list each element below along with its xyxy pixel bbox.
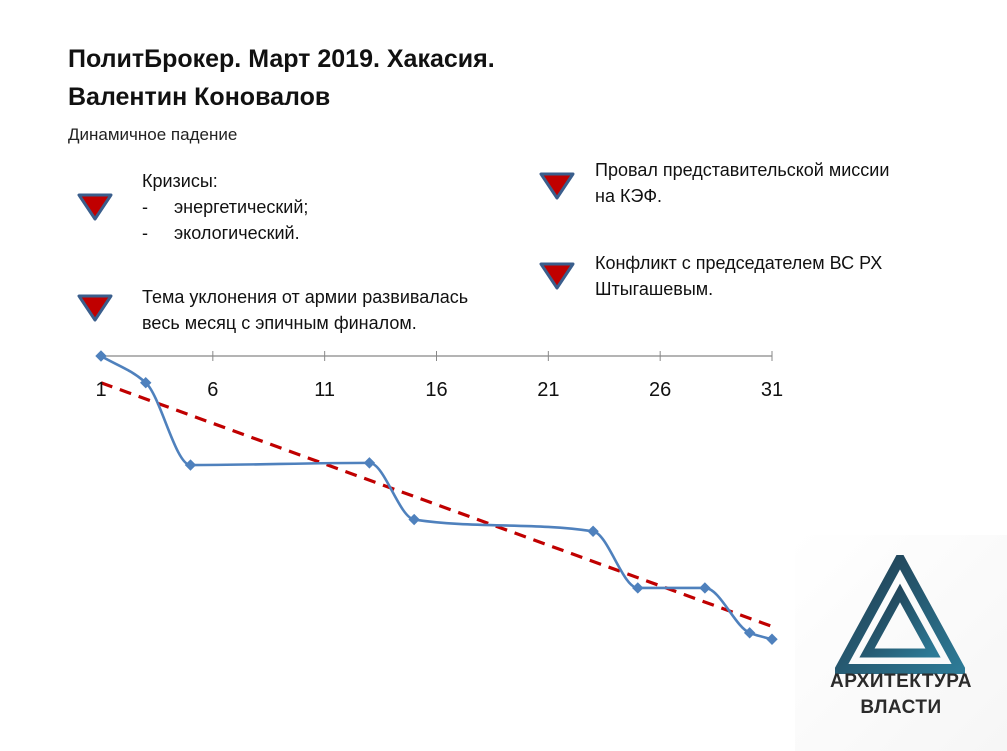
note-army-line-2: весь месяц с эпичным финалом. xyxy=(142,313,417,333)
data-point xyxy=(95,350,107,362)
data-point xyxy=(699,582,711,594)
note-army-line-1: Тема уклонения от армии развивалась xyxy=(142,287,469,307)
note-army: Тема уклонения от армии развивалась весь… xyxy=(142,284,468,336)
x-tick-label: 26 xyxy=(649,379,671,401)
note-crises-heading: Кризисы: xyxy=(142,171,218,191)
red-down-triangle-icon xyxy=(77,193,113,221)
title-line-2: Валентин Коновалов xyxy=(68,83,331,111)
trend-line xyxy=(100,381,773,628)
note-crises: Кризисы: - энергетический; - экологическ… xyxy=(142,168,308,246)
data-point xyxy=(363,457,376,469)
data-point xyxy=(587,525,599,537)
x-tick-label: 1 xyxy=(95,379,106,401)
x-tick-label: 11 xyxy=(314,379,335,401)
list-item: энергетический; xyxy=(174,197,309,217)
x-tick-label: 31 xyxy=(761,379,783,401)
red-down-triangle-icon xyxy=(539,172,575,200)
logo-text-line-2: ВЛАСТИ xyxy=(860,697,942,718)
data-point xyxy=(408,513,420,526)
red-down-triangle-icon xyxy=(77,294,113,322)
list-item: экологический. xyxy=(174,223,300,243)
page-title: ПолитБрокер. Март 2019. Хакасия. Валенти… xyxy=(68,40,495,116)
x-tick-label: 16 xyxy=(425,379,447,401)
x-tick-label: 21 xyxy=(537,379,559,401)
data-point xyxy=(632,582,644,594)
data-point xyxy=(743,627,756,639)
note-kef-line-2: на КЭФ. xyxy=(595,186,663,206)
x-tick-label: 6 xyxy=(207,379,218,401)
note-kef: Провал представительской миссии на КЭФ. xyxy=(595,157,889,209)
data-point xyxy=(184,459,197,471)
note-conflict-line-2: Штыгашевым. xyxy=(595,279,714,299)
list-dash: - xyxy=(142,197,148,217)
data-point xyxy=(766,633,778,645)
logo-text-line-1: АРХИТЕКТУРА xyxy=(830,671,972,692)
series-line xyxy=(100,354,773,641)
subtitle: Динамичное падение xyxy=(68,125,238,144)
title-line-1: ПолитБрокер. Март 2019. Хакасия. xyxy=(68,45,495,73)
note-conflict: Конфликт с председателем ВС РХ Штыгашевы… xyxy=(595,250,882,302)
red-down-triangle-icon xyxy=(539,262,575,290)
logo: АРХИТЕКТУРА ВЛАСТИ xyxy=(795,535,1007,751)
data-point xyxy=(140,377,152,389)
list-dash: - xyxy=(142,223,148,243)
note-kef-line-1: Провал представительской миссии xyxy=(595,160,890,180)
note-conflict-line-1: Конфликт с председателем ВС РХ xyxy=(595,253,883,273)
triangle-logo-icon xyxy=(835,555,965,674)
